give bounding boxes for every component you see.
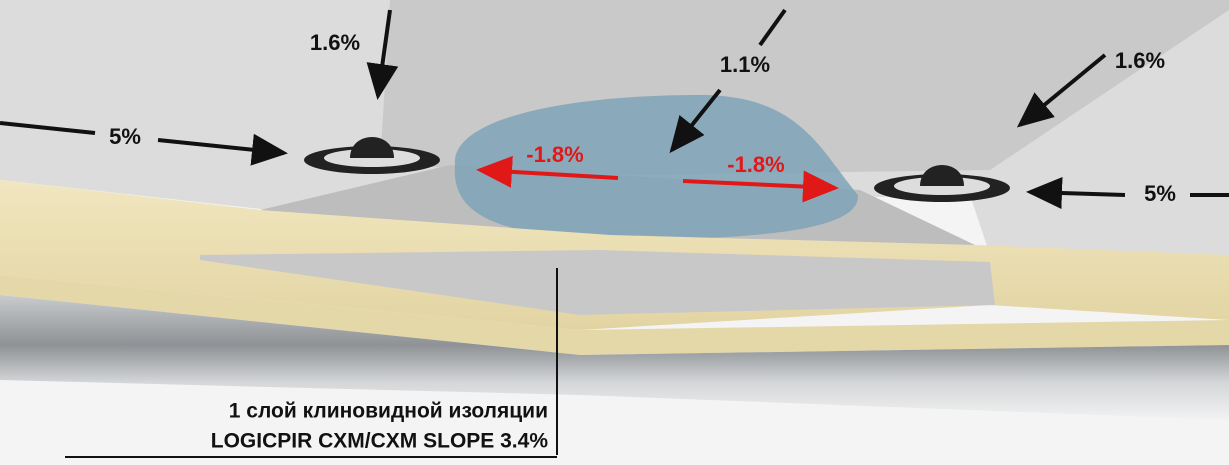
metal-deck [0,295,1229,420]
slope-label: 5% [109,124,141,149]
caption-line: 1 слой клиновидной изоляции [229,400,548,423]
slope-label: 1.1% [720,52,770,77]
slope-label: 1.6% [1115,48,1165,73]
red-arrows [476,155,839,203]
wedge [200,250,995,315]
drain [304,137,440,174]
water-puddle [454,95,859,240]
slope-label: 5% [1144,181,1176,206]
slope-label: -1.8% [526,142,583,167]
caption-line: LOGICPIR CXM/CXM SLOPE 3.4% [211,430,549,453]
slope-arrows [0,8,1229,455]
insulation-base [0,275,1229,355]
drain [874,165,1010,202]
slope-label: -1.8% [727,152,784,177]
slope-label: 1.6% [310,30,360,55]
